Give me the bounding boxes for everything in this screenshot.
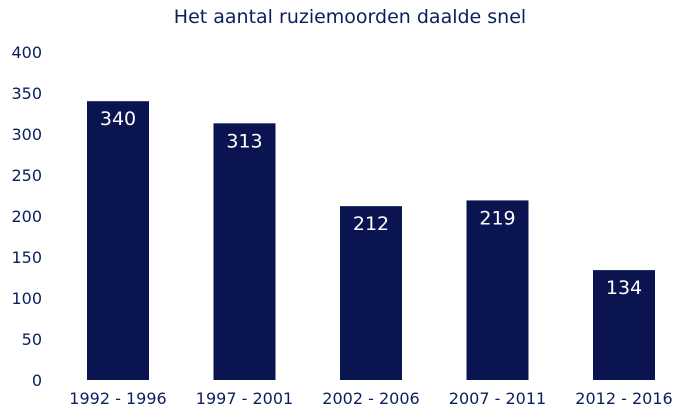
y-tick-label: 200 bbox=[11, 207, 42, 226]
y-tick-label: 150 bbox=[11, 248, 42, 267]
data-label: 219 bbox=[479, 207, 515, 229]
bar bbox=[87, 101, 149, 380]
data-label: 212 bbox=[353, 213, 389, 235]
data-label: 340 bbox=[100, 108, 136, 130]
bar bbox=[340, 206, 402, 380]
y-tick-label: 100 bbox=[11, 289, 42, 308]
x-tick-label: 2007 - 2011 bbox=[449, 389, 546, 408]
bar bbox=[213, 123, 276, 380]
y-tick-label: 400 bbox=[11, 43, 42, 62]
x-tick-label: 2002 - 2006 bbox=[322, 389, 419, 408]
x-tick-label: 2012 - 2016 bbox=[575, 389, 672, 408]
data-label: 134 bbox=[606, 277, 642, 299]
y-tick-label: 0 bbox=[32, 371, 42, 390]
x-tick-label: 1997 - 2001 bbox=[196, 389, 293, 408]
data-label: 313 bbox=[226, 130, 262, 152]
chart-title: Het aantal ruziemoorden daalde snel bbox=[173, 6, 527, 28]
x-tick-label: 1992 - 1996 bbox=[69, 389, 166, 408]
y-tick-label: 50 bbox=[22, 330, 42, 349]
y-tick-label: 300 bbox=[11, 125, 42, 144]
bar bbox=[466, 200, 529, 380]
y-tick-label: 350 bbox=[11, 84, 42, 103]
bar bbox=[593, 270, 655, 380]
y-tick-label: 250 bbox=[11, 166, 42, 185]
